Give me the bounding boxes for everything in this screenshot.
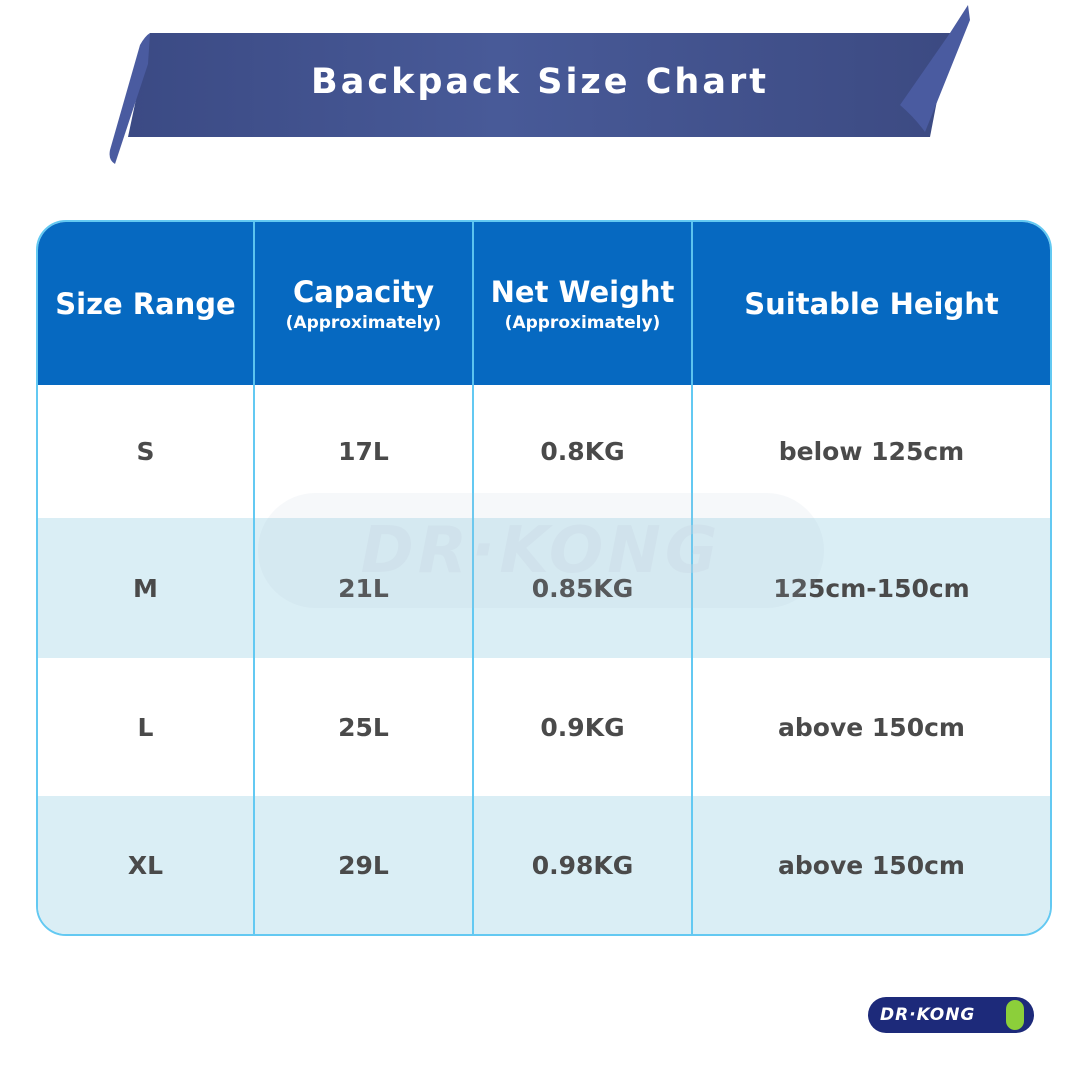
title-banner (109, 5, 970, 164)
footprint-icon (1006, 1000, 1024, 1030)
cell-height: above 150cm (778, 712, 965, 742)
cell-height: above 150cm (778, 850, 965, 880)
table-row: XL 29L 0.98KG above 150cm (38, 796, 1050, 934)
cell-size: L (38, 658, 255, 796)
logo-text: DR·KONG (880, 1005, 976, 1025)
cell-capacity: 29L (255, 796, 474, 934)
cell-capacity: 17L (255, 385, 474, 518)
cell-height: below 125cm (778, 437, 965, 466)
header-net-weight: Net Weight (Approximately) (474, 222, 693, 385)
brand-logo: DR·KONG (868, 997, 1034, 1033)
cell-capacity: 21L (255, 518, 474, 658)
size-chart-table: Size Range Capacity (Approximately) Net W… (36, 220, 1052, 936)
header-sublabel: (Approximately) (504, 312, 661, 333)
cell-capacity: 25L (255, 658, 474, 796)
table-row: L 25L 0.9KG above 150cm (38, 658, 1050, 796)
table-row: M 21L 0.85KG 125cm-150cm (38, 518, 1050, 658)
cell-weight: 0.8KG (474, 385, 693, 518)
header-label: Net Weight (490, 274, 675, 309)
cell-weight: 0.98KG (474, 796, 693, 934)
header-label: Size Range (55, 286, 236, 321)
cell-height: 125cm-150cm (773, 573, 970, 603)
header-capacity: Capacity (Approximately) (255, 222, 474, 385)
cell-size: XL (38, 796, 255, 934)
table-header-row: Size Range Capacity (Approximately) Net W… (38, 222, 1050, 385)
cell-size: S (38, 385, 255, 518)
header-suitable-height: Suitable Height (693, 222, 1050, 385)
header-sublabel: (Approximately) (285, 312, 442, 333)
cell-size: M (38, 518, 255, 658)
cell-weight: 0.85KG (474, 518, 693, 658)
table-row: S 17L 0.8KG below 125cm (38, 385, 1050, 518)
cell-weight: 0.9KG (474, 658, 693, 796)
page-title: Backpack Size Chart (311, 62, 769, 102)
header-label: Suitable Height (744, 286, 999, 321)
header-label: Capacity (292, 274, 435, 309)
header-size-range: Size Range (38, 222, 255, 385)
